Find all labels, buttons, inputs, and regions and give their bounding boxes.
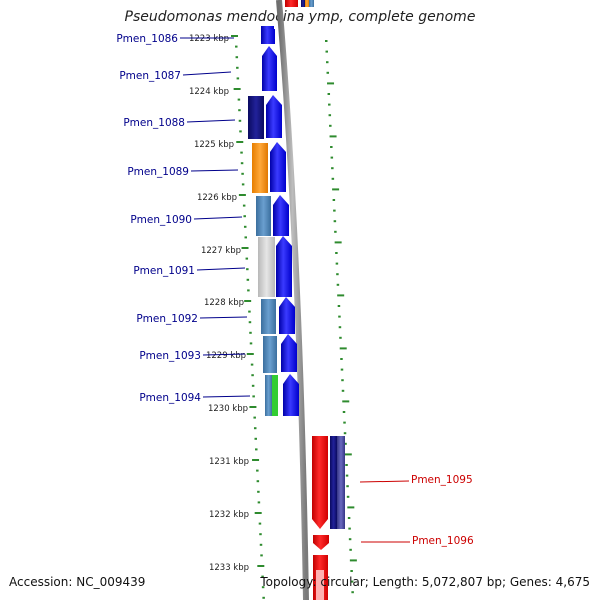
leader-line: [190, 169, 239, 172]
gene-label-pmen-1092[interactable]: Pmen_1092: [136, 313, 198, 325]
feature-band-pmen-1092: [261, 299, 276, 334]
kbp-label: 1225 kbp: [194, 140, 234, 150]
feature-band-pmen-1091: [258, 237, 275, 297]
gene-arrow-pmen-1089[interactable]: [270, 142, 286, 192]
gene-arrow-pmen-1095[interactable]: [312, 436, 328, 529]
gene-arrow-pmen-1096[interactable]: [313, 535, 329, 550]
gene-arrow-next-partial-highlight: [316, 570, 324, 600]
leader-line: [182, 71, 232, 76]
leader-line: [199, 316, 248, 319]
kbp-label: 1233 kbp: [209, 563, 249, 573]
gene-label-pmen-1087[interactable]: Pmen_1087: [119, 70, 181, 82]
kbp-label: 1228 kbp: [204, 298, 244, 308]
top-partial-steelblue-feature: [309, 0, 314, 7]
feature-band-pmen-1090: [256, 196, 271, 236]
gene-arrow-pmen-1090[interactable]: [273, 195, 289, 236]
gene-label-pmen-1093[interactable]: Pmen_1093: [139, 350, 201, 362]
gene-label-pmen-1096[interactable]: Pmen_1096: [412, 535, 474, 547]
map-title: Pseudomonas mendocina ymp, complete geno…: [124, 9, 476, 25]
leader-line: [196, 267, 246, 271]
kbp-label: 1223 kbp: [189, 34, 229, 44]
gene-arrow-pmen-1086[interactable]: [261, 29, 275, 44]
leader-line: [193, 216, 243, 220]
kbp-label: 1231 kbp: [209, 457, 249, 467]
top-partial-navy-feature: [301, 0, 305, 7]
kbp-label: 1227 kbp: [201, 246, 241, 256]
gene-arrow-pmen-1087[interactable]: [262, 46, 277, 91]
gene-label-pmen-1094[interactable]: Pmen_1094: [139, 392, 201, 404]
topology-text: Topology: circular; Length: 5,072,807 bp…: [260, 575, 590, 589]
gene-arrow-pmen-1088[interactable]: [266, 95, 282, 138]
gene-arrow-pmen-1093[interactable]: [281, 334, 297, 372]
gene-arrow-pmen-1092[interactable]: [279, 297, 295, 334]
gene-label-pmen-1089[interactable]: Pmen_1089: [127, 166, 189, 178]
feature-band-pmen-1094-b: [272, 375, 278, 416]
top-partial-red-feature: [285, 0, 298, 7]
gene-label-pmen-1095[interactable]: Pmen_1095: [411, 474, 473, 486]
feature-band-pmen-1088: [248, 96, 264, 139]
feature-band-pmen-1095: [330, 436, 337, 529]
kbp-label: 1229 kbp: [206, 351, 246, 361]
feature-band-pmen-1094-a: [265, 375, 272, 416]
gene-label-pmen-1088[interactable]: Pmen_1088: [123, 117, 185, 129]
leader-line: [359, 480, 410, 483]
kbp-label: 1224 kbp: [189, 87, 229, 97]
gene-arrow-pmen-1091[interactable]: [276, 236, 292, 297]
kbp-label: 1232 kbp: [209, 510, 249, 520]
top-partial-orange-feature: [305, 0, 309, 7]
leader-line: [202, 395, 251, 398]
tick-marks: [231, 35, 357, 599]
kbp-label: 1230 kbp: [208, 404, 248, 414]
accession-text: Accession: NC_009439: [9, 575, 146, 589]
gene-arrow-pmen-1094[interactable]: [283, 374, 299, 416]
leader-line: [202, 353, 246, 356]
leader-line: [186, 119, 236, 123]
feature-band-pmen-1095-b: [337, 436, 345, 529]
feature-band-pmen-1089: [252, 143, 268, 193]
gene-label-pmen-1086[interactable]: Pmen_1086: [116, 33, 178, 45]
genome-backbone: [276, 0, 309, 600]
gene-label-pmen-1090[interactable]: Pmen_1090: [130, 214, 192, 226]
kbp-label: 1226 kbp: [197, 193, 237, 203]
gene-label-pmen-1091[interactable]: Pmen_1091: [133, 265, 195, 277]
feature-band-pmen-1093: [263, 336, 277, 373]
